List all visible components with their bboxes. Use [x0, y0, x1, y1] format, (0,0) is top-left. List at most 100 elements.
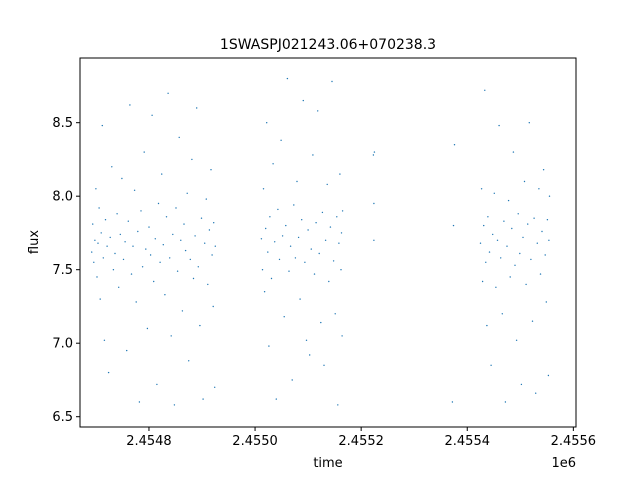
data-point: [267, 251, 269, 253]
y-tick-label: 7.5: [52, 263, 73, 278]
data-point: [281, 235, 284, 237]
data-point: [487, 216, 489, 218]
data-point: [107, 371, 110, 374]
data-point: [535, 392, 537, 394]
data-point: [129, 104, 131, 106]
data-point: [520, 383, 523, 386]
data-point: [261, 269, 264, 271]
data-point: [332, 260, 335, 262]
data-point: [320, 321, 322, 324]
data-point: [93, 261, 95, 263]
data-point: [156, 383, 158, 386]
data-point: [137, 230, 139, 233]
data-point: [329, 226, 332, 228]
data-point: [490, 364, 492, 366]
data-point: [186, 192, 188, 194]
data-point: [118, 286, 120, 288]
data-point: [373, 151, 376, 153]
data-point: [157, 202, 160, 205]
data-point: [503, 220, 505, 222]
data-point: [493, 192, 495, 194]
data-point: [318, 252, 320, 255]
data-point: [519, 252, 521, 255]
x-tick-label: 2.4556: [551, 434, 597, 449]
data-point: [192, 277, 195, 280]
data-point: [338, 242, 340, 244]
data-point: [197, 266, 199, 268]
data-point: [122, 258, 125, 261]
data-point: [293, 204, 295, 206]
data-point: [164, 294, 166, 296]
x-axis-offset-label: 1e6: [551, 456, 576, 471]
data-point: [495, 286, 497, 288]
data-point: [180, 239, 182, 241]
data-point: [114, 252, 116, 255]
data-point: [341, 335, 343, 337]
data-point: [207, 283, 209, 286]
data-point: [533, 217, 535, 219]
data-point: [515, 339, 518, 341]
data-point: [126, 349, 128, 352]
data-point: [200, 217, 203, 219]
data-point: [527, 223, 529, 225]
data-point: [317, 110, 319, 112]
x-axis-ticks: 2.4548 2.4550 2.4552 2.4554 2.4556: [126, 427, 596, 449]
data-point: [512, 151, 515, 153]
data-point: [541, 230, 543, 233]
data-point: [278, 258, 281, 261]
x-tick-label: 2.4548: [126, 434, 172, 449]
data-point: [506, 245, 508, 247]
data-point: [525, 283, 527, 286]
data-point: [202, 398, 204, 400]
data-point: [517, 213, 519, 215]
data-point: [315, 222, 317, 224]
y-axis-ticks: 6.5 7.0 7.5 8.0 8.5: [52, 116, 80, 425]
data-point: [121, 177, 123, 180]
data-point: [165, 216, 168, 218]
data-point: [302, 99, 304, 102]
y-tick-label: 6.5: [52, 410, 73, 425]
data-point: [205, 198, 207, 200]
data-point: [277, 208, 279, 211]
data-point: [146, 327, 149, 330]
data-point: [336, 216, 338, 218]
data-point: [309, 354, 311, 356]
data-point: [268, 345, 270, 347]
data-point: [101, 124, 104, 127]
data-point: [272, 163, 274, 165]
y-axis-label: flux: [27, 230, 42, 254]
data-point: [263, 291, 266, 293]
data-point: [154, 238, 156, 240]
data-point: [289, 245, 292, 247]
data-point: [340, 232, 343, 234]
data-point: [196, 107, 198, 109]
data-point: [91, 251, 93, 253]
data-point: [485, 261, 487, 263]
data-point: [265, 227, 267, 230]
data-point: [452, 224, 455, 227]
data-point: [260, 238, 263, 240]
data-point: [528, 122, 530, 124]
data-point: [514, 264, 516, 266]
data-point: [548, 195, 551, 197]
data-point: [153, 280, 155, 283]
data-point: [294, 257, 297, 259]
data-point: [492, 233, 494, 236]
data-point: [94, 239, 96, 241]
data-point: [321, 211, 324, 214]
data-point: [538, 188, 540, 190]
data-point: [530, 258, 532, 261]
data-point: [145, 248, 147, 250]
data-point: [266, 122, 268, 124]
data-point: [501, 313, 503, 315]
data-point: [127, 220, 129, 222]
data-point: [334, 313, 336, 315]
data-point: [213, 222, 215, 224]
data-point: [199, 324, 201, 327]
data-point: [92, 223, 94, 225]
data-point: [119, 233, 122, 236]
data-point: [480, 188, 483, 190]
data-point: [323, 364, 325, 366]
data-point: [270, 277, 273, 280]
data-point: [507, 199, 510, 202]
